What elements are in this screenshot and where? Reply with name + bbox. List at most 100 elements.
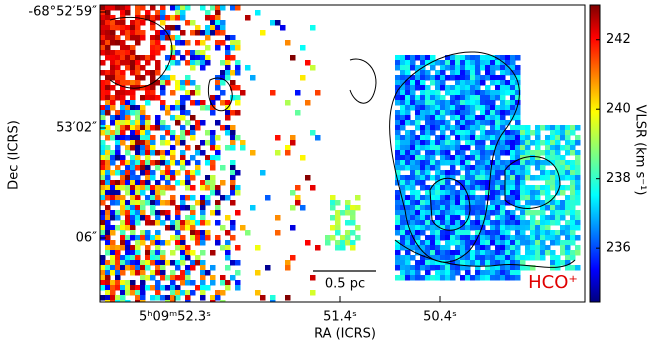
- map-pixel: [535, 240, 541, 246]
- map-pixel: [400, 80, 406, 86]
- map-pixel: [170, 105, 176, 111]
- map-pixel: [235, 60, 241, 66]
- map-pixel: [560, 135, 566, 141]
- map-pixel: [510, 60, 516, 66]
- map-pixel: [180, 220, 186, 226]
- map-pixel: [425, 145, 431, 151]
- map-pixel: [555, 230, 561, 236]
- map-pixel: [290, 135, 296, 141]
- map-pixel: [110, 150, 116, 156]
- map-pixel: [400, 145, 406, 151]
- map-pixel: [565, 235, 571, 241]
- map-pixel: [180, 150, 186, 156]
- map-pixel: [575, 225, 581, 231]
- map-pixel: [545, 175, 551, 181]
- map-pixel: [465, 265, 471, 271]
- map-pixel: [120, 265, 126, 271]
- map-pixel: [210, 155, 216, 161]
- map-pixel: [230, 95, 236, 101]
- map-pixel: [345, 240, 351, 246]
- map-pixel: [420, 130, 426, 136]
- map-pixel: [575, 170, 581, 176]
- map-pixel: [225, 115, 231, 121]
- map-pixel: [510, 135, 516, 141]
- map-pixel: [475, 210, 481, 216]
- map-pixel: [505, 55, 511, 61]
- map-pixel: [435, 125, 441, 131]
- map-pixel: [450, 260, 456, 266]
- map-pixel: [240, 140, 246, 146]
- map-pixel: [150, 275, 156, 281]
- map-pixel: [525, 250, 531, 256]
- map-pixel: [205, 285, 211, 291]
- map-pixel: [530, 245, 536, 251]
- map-pixel: [400, 240, 406, 246]
- map-pixel: [140, 215, 146, 221]
- map-pixel: [115, 75, 121, 81]
- map-pixel: [190, 130, 196, 136]
- map-pixel: [395, 225, 401, 231]
- map-pixel: [410, 140, 416, 146]
- map-pixel: [485, 240, 491, 246]
- map-pixel: [500, 205, 506, 211]
- map-pixel: [480, 205, 486, 211]
- map-pixel: [105, 90, 111, 96]
- map-pixel: [570, 230, 576, 236]
- map-pixel: [150, 85, 156, 91]
- map-pixel: [135, 140, 141, 146]
- map-pixel: [115, 70, 121, 76]
- map-pixel: [210, 180, 216, 186]
- map-pixel: [225, 35, 231, 41]
- map-pixel: [250, 150, 256, 156]
- map-pixel: [135, 185, 141, 191]
- map-pixel: [560, 185, 566, 191]
- map-pixel: [120, 225, 126, 231]
- map-pixel: [105, 75, 111, 81]
- map-pixel: [110, 250, 116, 256]
- map-pixel: [515, 260, 521, 266]
- map-pixel: [490, 220, 496, 226]
- map-pixel: [530, 190, 536, 196]
- map-pixel: [530, 220, 536, 226]
- map-pixel: [460, 245, 466, 251]
- map-pixel: [340, 235, 346, 241]
- map-pixel: [150, 140, 156, 146]
- map-pixel: [170, 150, 176, 156]
- map-pixel: [455, 115, 461, 121]
- map-pixel: [515, 215, 521, 221]
- map-pixel: [400, 230, 406, 236]
- map-pixel: [480, 110, 486, 116]
- map-pixel: [465, 165, 471, 171]
- map-pixel: [185, 145, 191, 151]
- map-pixel: [150, 200, 156, 206]
- map-pixel: [170, 220, 176, 226]
- map-pixel: [455, 260, 461, 266]
- map-pixel: [140, 270, 146, 276]
- map-pixel: [150, 40, 156, 46]
- map-pixel: [450, 85, 456, 91]
- map-pixel: [125, 115, 131, 121]
- map-pixel: [530, 230, 536, 236]
- map-pixel: [410, 185, 416, 191]
- map-pixel: [195, 200, 201, 206]
- map-pixel: [410, 190, 416, 196]
- map-pixel: [230, 220, 236, 226]
- map-pixel: [175, 290, 181, 296]
- map-pixel: [460, 250, 466, 256]
- map-pixel: [415, 120, 421, 126]
- map-pixel: [165, 200, 171, 206]
- map-pixel: [420, 200, 426, 206]
- map-pixel: [495, 200, 501, 206]
- map-pixel: [415, 170, 421, 176]
- map-pixel: [205, 140, 211, 146]
- map-pixel: [200, 5, 206, 11]
- map-pixel: [210, 160, 216, 166]
- map-pixel: [195, 90, 201, 96]
- map-pixel: [485, 70, 491, 76]
- map-pixel: [570, 235, 576, 241]
- map-pixel: [535, 250, 541, 256]
- map-pixel: [230, 175, 236, 181]
- map-pixel: [195, 120, 201, 126]
- map-pixel: [450, 200, 456, 206]
- map-pixel: [160, 100, 166, 106]
